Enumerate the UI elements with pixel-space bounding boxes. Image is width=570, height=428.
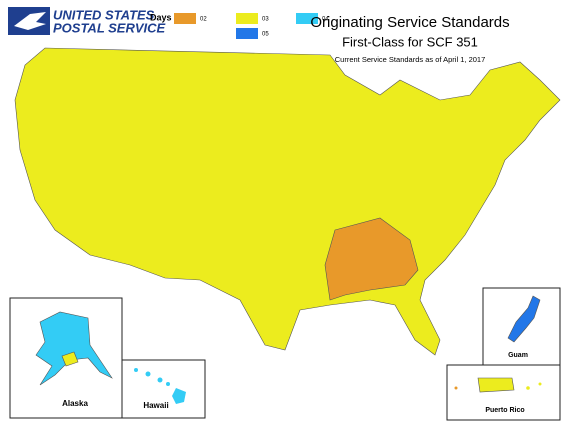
inset-label: Hawaii [143, 401, 168, 410]
inset-label: Guam [508, 352, 528, 359]
legend-label: 03 [262, 17, 269, 23]
legend-swatch [174, 13, 196, 24]
alaska-shape [35, 311, 113, 386]
legend-label: 05 [262, 32, 269, 38]
legend-swatch [236, 28, 258, 39]
title: Originating Service Standards [310, 14, 509, 31]
island [172, 388, 186, 404]
logo-text: UNITED STATES [53, 7, 155, 22]
island [538, 382, 542, 386]
island [157, 377, 163, 383]
legend: Days 02 03 04 05 [150, 12, 329, 39]
logo-eagle [14, 12, 46, 30]
legend-title: Days [150, 12, 172, 22]
legend-swatch [236, 13, 258, 24]
legend-label: 02 [200, 17, 207, 23]
alaska-part [61, 351, 79, 367]
legend-swatch [296, 13, 318, 24]
guam-shape [507, 295, 541, 343]
inset-frame [446, 364, 561, 421]
island [454, 386, 458, 390]
logo-text: POSTAL SERVICE [53, 20, 166, 35]
inset-label: Alaska [62, 399, 88, 408]
island [134, 368, 138, 372]
legend-label: 04 [322, 17, 329, 23]
region-2-day [324, 217, 419, 301]
subtitle: First-Class for SCF 351 [342, 34, 478, 49]
puerto-rico-shape [477, 377, 515, 393]
us-mainland [14, 47, 561, 356]
island [166, 382, 170, 386]
inset-label: Puerto Rico [485, 407, 524, 414]
island [145, 371, 151, 377]
hawaii-shape [134, 368, 186, 404]
island [526, 386, 530, 390]
note: Current Service Standards as of April 1,… [335, 55, 486, 64]
logo: UNITED STATES POSTAL SERVICE [8, 7, 166, 35]
